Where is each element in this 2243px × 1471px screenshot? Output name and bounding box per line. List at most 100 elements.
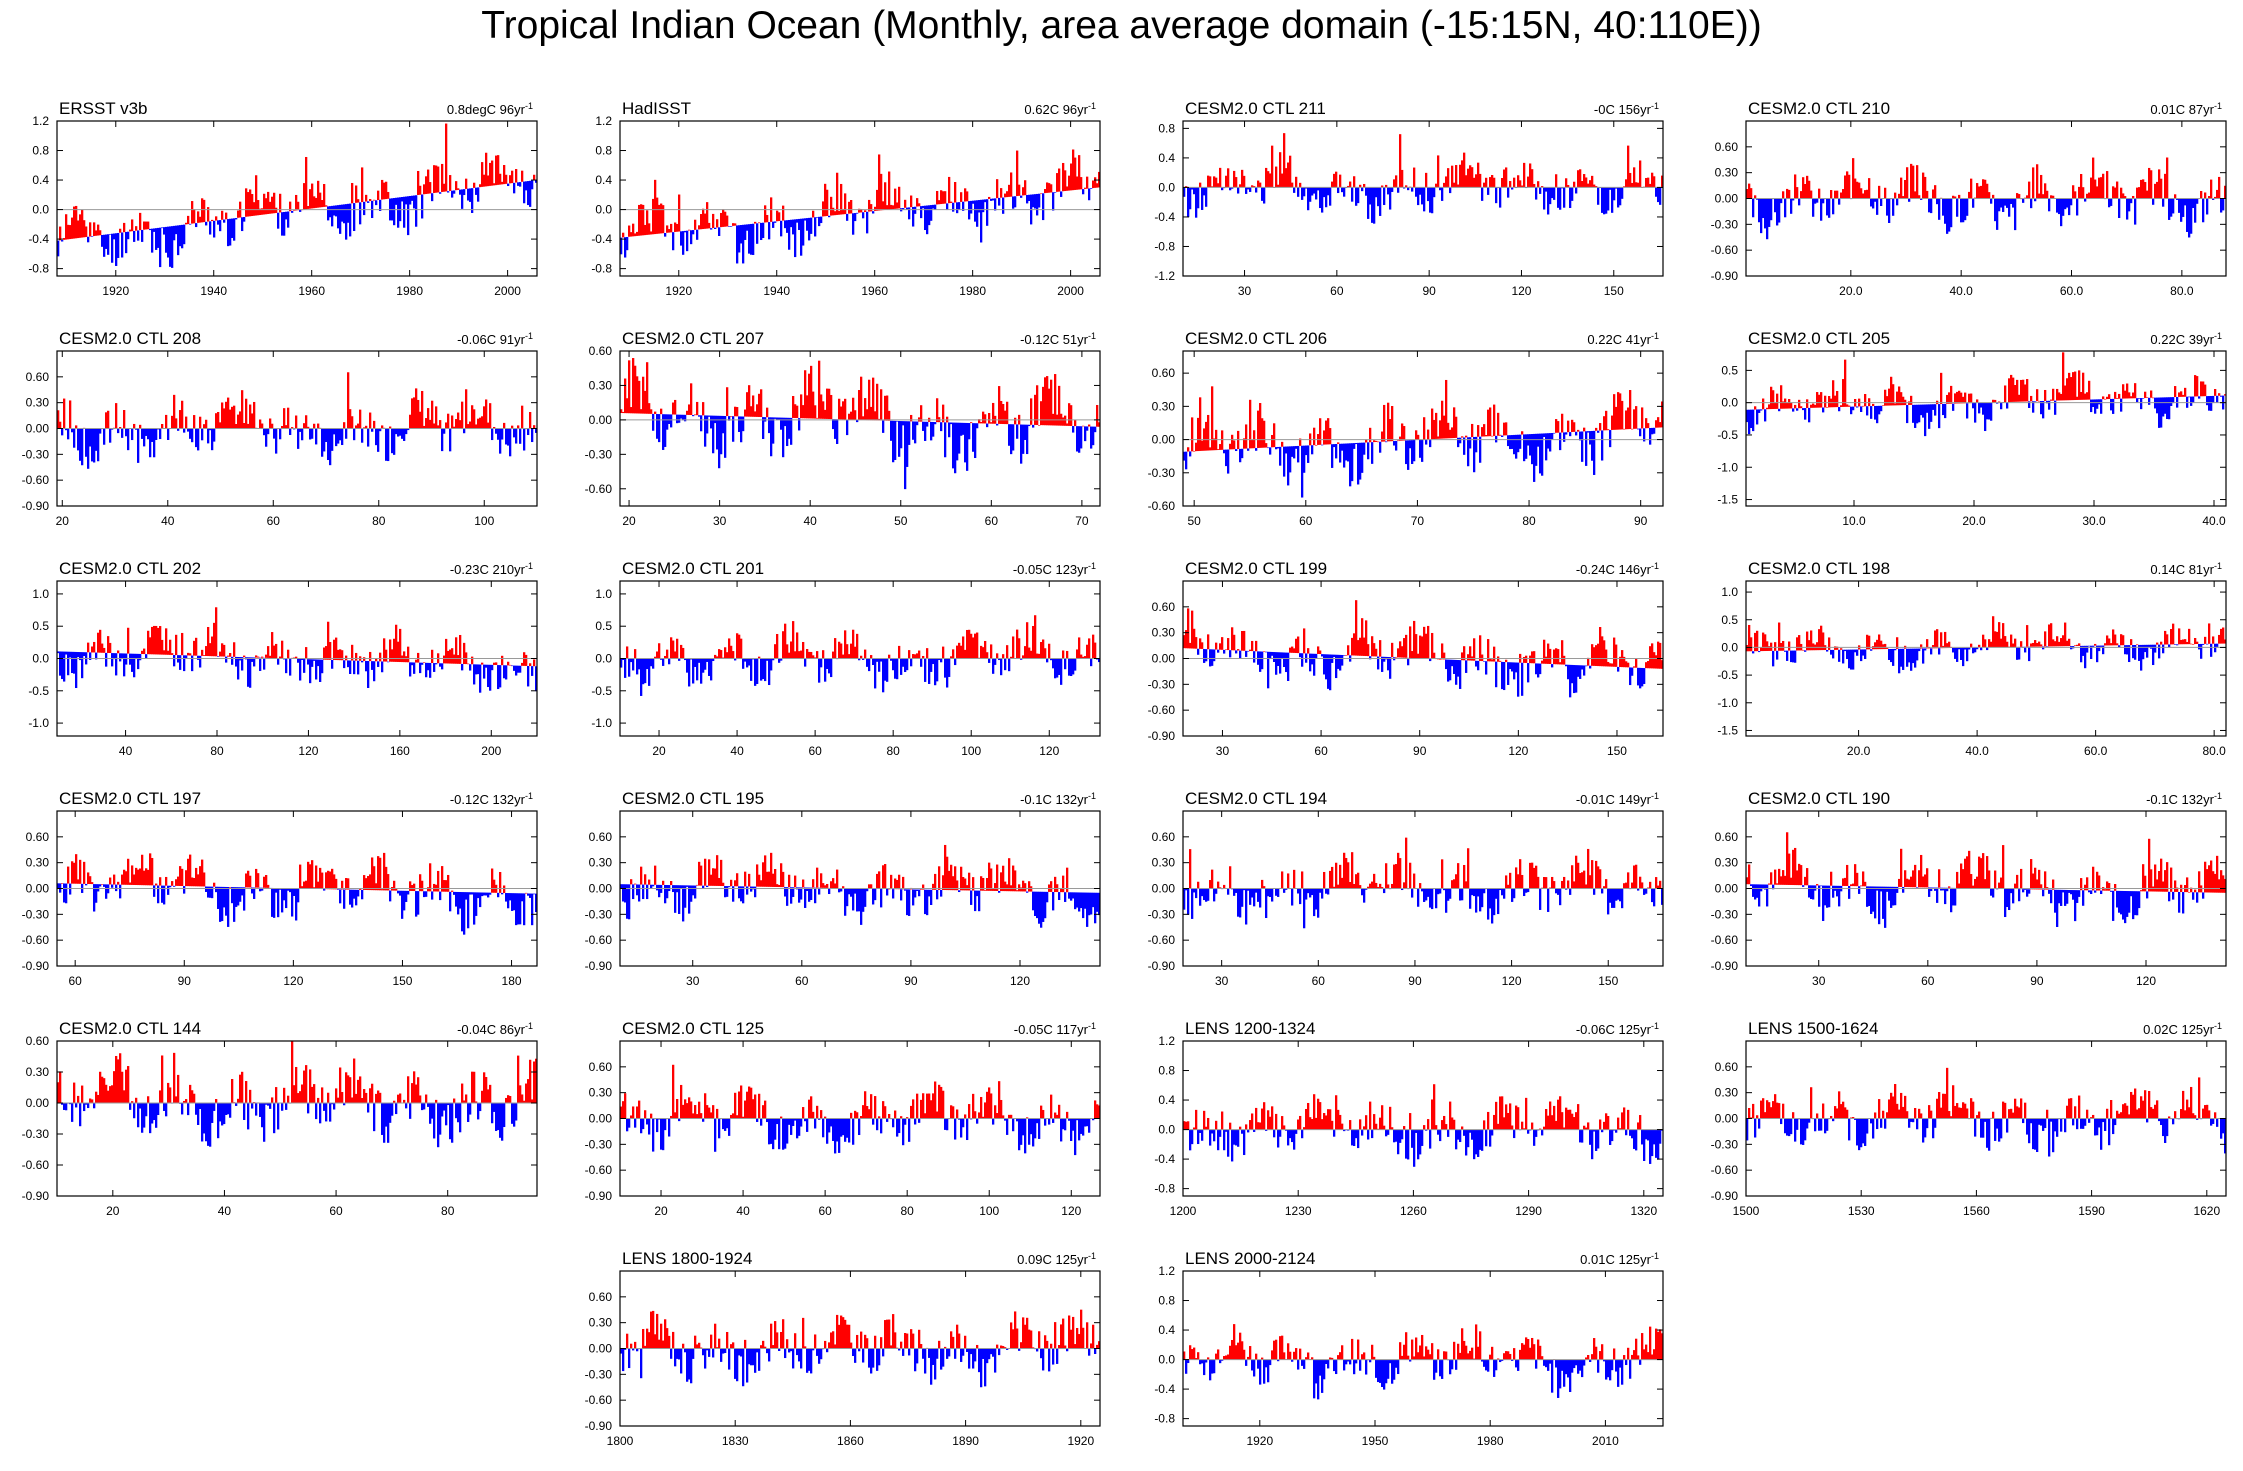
anomaly-bar	[1956, 198, 1959, 217]
anomaly-bar	[658, 884, 661, 898]
anomaly-bar	[2008, 198, 2011, 217]
anomaly-bar	[656, 1118, 659, 1133]
anomaly-bar	[1750, 884, 1753, 887]
anomaly-bar	[750, 223, 753, 255]
y-tick-label: 0.00	[1715, 192, 1739, 206]
anomaly-bar	[796, 632, 799, 659]
anomaly-bar	[1471, 888, 1474, 896]
anomaly-bar	[1044, 377, 1047, 426]
anomaly-bar	[624, 658, 627, 678]
anomaly-bar	[2120, 634, 2123, 646]
anomaly-bar	[1451, 659, 1454, 667]
anomaly-bar	[1066, 423, 1069, 426]
anomaly-bar	[477, 1103, 480, 1120]
anomaly-bar	[1299, 888, 1302, 905]
anomaly-bar	[1756, 198, 1759, 200]
anomaly-bar	[1507, 435, 1510, 447]
panel-trend: 0.01C 87yr-1	[2150, 101, 2222, 117]
anomaly-bar	[776, 884, 779, 888]
anomaly-bar	[1375, 882, 1378, 889]
anomaly-bar	[1794, 650, 1797, 663]
anomaly-bar	[1415, 430, 1418, 440]
anomaly-bar	[117, 232, 120, 258]
anomaly-bar	[1339, 443, 1342, 463]
anomaly-bar	[419, 185, 422, 195]
anomaly-bar	[1912, 404, 1915, 423]
anomaly-bar	[1838, 407, 1841, 412]
anomaly-bar	[836, 869, 839, 889]
anomaly-bar	[2052, 879, 2055, 890]
anomaly-bar	[503, 165, 506, 185]
anomaly-bar	[888, 654, 891, 659]
anomaly-bar	[243, 217, 246, 222]
anomaly-bar	[363, 657, 366, 661]
y-tick-label: -1.0	[1717, 460, 1738, 474]
anomaly-bar	[920, 405, 923, 422]
anomaly-bar	[1291, 888, 1294, 906]
panel-11: -1.5-1.0-0.50.00.51.020.0 40.0 60.0 80.0CES…	[1717, 559, 2227, 758]
anomaly-bar	[535, 180, 538, 183]
anomaly-bar	[1768, 883, 1771, 885]
anomaly-bar	[686, 230, 689, 252]
anomaly-bar	[680, 644, 683, 659]
anomaly-bar	[1475, 174, 1478, 188]
anomaly-bar	[936, 658, 939, 682]
anomaly-bar	[1908, 198, 1911, 202]
anomaly-bar	[2046, 190, 2049, 199]
anomaly-bar	[852, 888, 855, 911]
anomaly-bar	[1409, 862, 1412, 889]
x-tick-label: 1960	[861, 284, 888, 298]
anomaly-bar	[1219, 887, 1222, 889]
anomaly-bar	[481, 662, 484, 665]
anomaly-bar	[1096, 183, 1099, 188]
anomaly-bar	[1235, 650, 1238, 654]
anomaly-bar	[227, 1103, 230, 1115]
anomaly-bar	[1609, 663, 1612, 667]
anomaly-bar	[916, 421, 919, 426]
anomaly-bar	[235, 1103, 238, 1106]
anomaly-bar	[283, 1087, 286, 1103]
anomaly-bar	[231, 406, 234, 429]
anomaly-bar	[988, 862, 991, 891]
anomaly-bar	[473, 409, 476, 429]
anomaly-bar	[61, 651, 64, 680]
anomaly-bar	[2124, 196, 2127, 199]
anomaly-bar	[846, 213, 849, 221]
anomaly-bar	[153, 1103, 156, 1121]
anomaly-bar	[431, 400, 434, 429]
anomaly-bar	[283, 888, 286, 901]
plot-frame	[1745, 350, 2227, 507]
anomaly-bar	[1950, 887, 1953, 913]
anomaly-bar	[1461, 160, 1464, 188]
anomaly-bar	[477, 187, 480, 202]
anomaly-bar	[754, 411, 757, 417]
anomaly-bar	[403, 651, 406, 663]
anomaly-bar	[880, 888, 883, 908]
anomaly-bar	[1545, 433, 1548, 461]
anomaly-bar	[1471, 167, 1474, 188]
anomaly-bar	[1513, 662, 1516, 680]
anomaly-bar	[1241, 888, 1244, 907]
anomaly-bar	[485, 399, 488, 429]
anomaly-bar	[1036, 653, 1039, 659]
anomaly-bar	[2014, 638, 2017, 647]
anomaly-bar	[2084, 884, 2087, 891]
anomaly-bar	[485, 1077, 488, 1103]
anomaly-bar	[383, 638, 386, 662]
anomaly-bar	[2042, 889, 2045, 897]
anomaly-bar	[914, 889, 917, 898]
y-tick-label: 0.30	[1715, 856, 1739, 870]
anomaly-bar	[441, 1103, 444, 1117]
anomaly-bar	[1533, 433, 1536, 482]
anomaly-bar	[698, 225, 701, 230]
anomaly-bar	[746, 886, 749, 895]
anomaly-bar	[1487, 187, 1490, 195]
anomaly-bar	[415, 891, 418, 917]
anomaly-bar	[2074, 645, 2077, 646]
anomaly-bar	[69, 400, 72, 429]
anomaly-bar	[2026, 625, 2029, 647]
anomaly-bar	[1297, 888, 1300, 894]
anomaly-bar	[1513, 177, 1516, 188]
anomaly-bar	[189, 653, 192, 656]
